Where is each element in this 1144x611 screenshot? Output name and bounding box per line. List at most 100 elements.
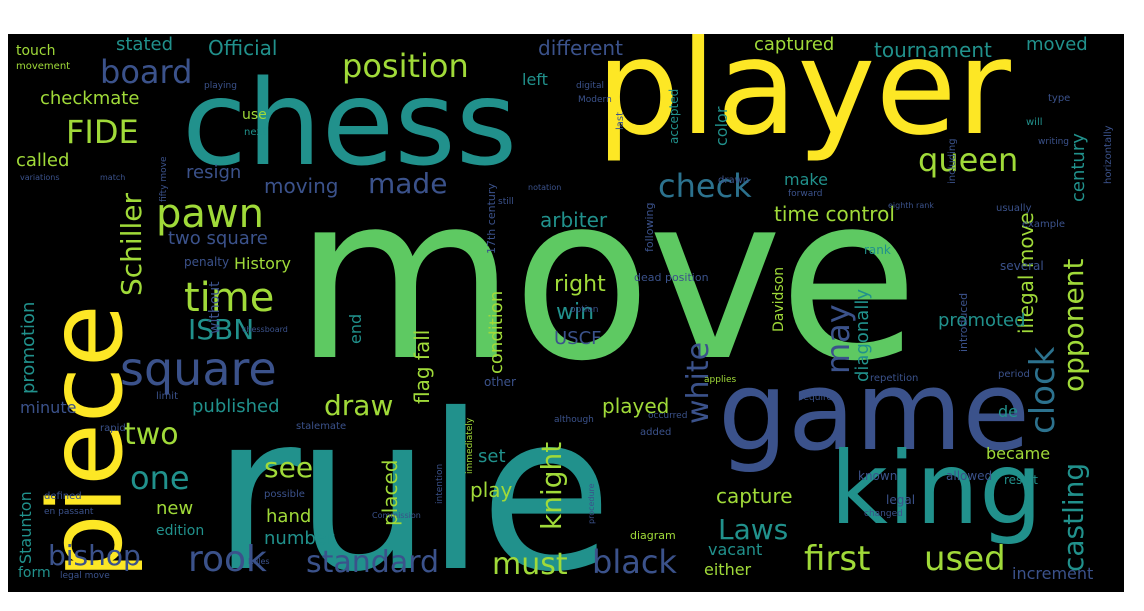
word-flag-fall: flag fall	[410, 329, 434, 404]
word-intention: intention	[435, 463, 445, 504]
word-first: first	[804, 539, 871, 579]
word-moved: moved	[1026, 34, 1088, 55]
word-black: black	[592, 543, 677, 581]
word-promoted: promoted	[938, 310, 1026, 331]
word-digital: digital	[576, 81, 604, 91]
word-variations: variations	[20, 173, 60, 182]
word-became: became	[986, 444, 1051, 463]
word-cloud: move rule player chess piece game king s…	[8, 34, 1124, 592]
word-period: period	[998, 369, 1030, 380]
word-played: played	[602, 394, 670, 418]
word-time-control: time control	[774, 202, 895, 226]
word-must: must	[492, 547, 568, 582]
word-writing: writing	[1038, 137, 1070, 147]
word-rapid: rapid	[100, 423, 126, 434]
word-added: added	[640, 427, 672, 438]
word-stated: stated	[116, 34, 174, 55]
word-checkmate: checkmate	[40, 88, 140, 109]
word-standard: standard	[306, 545, 440, 580]
word-knight: knight	[535, 441, 568, 530]
word-davidson: Davidson	[771, 266, 787, 332]
word-condition: condition	[486, 290, 507, 374]
word-one: one	[130, 459, 190, 497]
word-rule: rule	[212, 368, 613, 593]
word-example: example	[1022, 219, 1066, 230]
word-allowed: allowed	[946, 469, 993, 483]
word-17th-century: 17th century	[485, 183, 498, 254]
word-other: other	[484, 375, 516, 389]
word-published: published	[192, 396, 280, 417]
word-following: following	[643, 202, 656, 252]
word-rules: Rules	[248, 557, 270, 566]
word-dead-position: dead position	[634, 271, 709, 284]
word-staunton: Staunton	[16, 491, 35, 564]
word-draw: draw	[324, 389, 394, 422]
word-clock: clock	[1023, 346, 1063, 434]
word-castling: castling	[1057, 462, 1090, 572]
word-game: game	[718, 347, 1031, 475]
word-king: king	[830, 430, 1043, 547]
word-player: player	[596, 34, 1011, 165]
word-called: called	[16, 150, 70, 171]
word-stalemate: stalemate	[296, 421, 347, 432]
word-modern: Modern	[578, 95, 612, 105]
word-introduced: introduced	[957, 292, 970, 352]
word-eighth-rank: eighth rank	[888, 201, 934, 210]
word-touch: touch	[16, 43, 56, 59]
word-arbiter: arbiter	[540, 208, 608, 232]
word-history: History	[234, 254, 291, 273]
word-right: right	[554, 272, 606, 297]
word-check: check	[658, 167, 752, 205]
word-moving: moving	[264, 174, 339, 198]
word-changed: changed	[864, 509, 903, 519]
word-color: color	[712, 106, 731, 146]
word-several: several	[1000, 259, 1044, 273]
word-play: play	[470, 478, 513, 502]
word-different: different	[538, 36, 623, 60]
word-option: option	[570, 305, 599, 315]
word-match: match	[100, 173, 126, 182]
word-without: without	[207, 281, 223, 334]
word-either: either	[704, 560, 752, 579]
word-drawn: drawn	[718, 175, 750, 186]
word-board: board	[100, 53, 193, 91]
word-rank: rank	[864, 243, 891, 257]
word-made: made	[368, 167, 448, 200]
word-rook: rook	[188, 539, 267, 580]
word-repetition: repetition	[870, 373, 919, 384]
word-procedure: procedure	[587, 483, 596, 524]
word-official: Official	[208, 36, 278, 60]
word-immediately: immediately	[465, 417, 475, 474]
word-forward: forward	[788, 189, 823, 199]
word-en-passant: en passant	[44, 507, 94, 517]
word-time: time	[184, 275, 275, 321]
word-required: required	[800, 393, 838, 403]
word-de: de	[998, 402, 1018, 421]
word-limit: limit	[156, 391, 178, 402]
word-possible: possible	[264, 489, 305, 500]
word-movement: movement	[16, 61, 71, 72]
word-make: make	[784, 170, 828, 189]
word-diagram: diagram	[630, 529, 676, 542]
word-defined: defined	[44, 491, 82, 502]
word-increment: increment	[1012, 564, 1094, 583]
word-fifty-move: fifty move	[159, 156, 169, 202]
word-resign: resign	[186, 162, 242, 183]
word-accepted: accepted	[667, 88, 681, 144]
word-left: left	[522, 70, 548, 89]
word-uscf: USCF	[554, 328, 602, 349]
word-opponent: opponent	[1057, 258, 1090, 392]
word-usually: usually	[996, 203, 1032, 214]
word-notation: notation	[528, 183, 562, 192]
word-chess: chess	[182, 54, 518, 192]
word-may: may	[819, 304, 857, 374]
word-last: last	[615, 111, 626, 130]
word-type: type	[1048, 93, 1071, 104]
word-laws: Laws	[718, 513, 789, 546]
word-see: see	[264, 451, 314, 484]
word-including: including	[947, 138, 958, 184]
word-new: new	[156, 498, 194, 519]
word-still: still	[498, 197, 514, 207]
word-promotion: promotion	[18, 301, 39, 394]
word-fide: FIDE	[66, 113, 139, 151]
